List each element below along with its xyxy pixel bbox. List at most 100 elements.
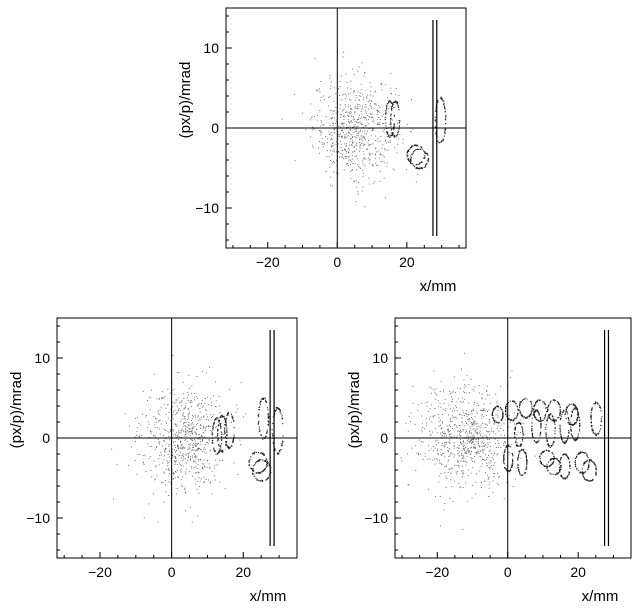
ring-particle-point xyxy=(533,414,535,416)
beam-particle-point xyxy=(493,423,495,425)
beam-particle-point xyxy=(435,443,437,445)
ring-particle-point xyxy=(514,433,516,435)
ring-particle-point xyxy=(217,418,219,420)
beam-particle-point xyxy=(200,478,202,480)
beam-particle-point xyxy=(168,468,169,470)
ring-particle-point xyxy=(517,455,519,457)
beam-particle-point xyxy=(209,468,211,469)
ring-particle-point xyxy=(217,425,219,427)
beam-particle-point xyxy=(188,428,190,429)
beam-particle-point xyxy=(191,385,193,387)
beam-particle-point xyxy=(148,457,150,459)
beam-particle-point xyxy=(451,421,453,422)
beam-particle-point xyxy=(182,414,184,416)
beam-particle-point xyxy=(446,425,448,427)
beam-particle-point xyxy=(500,434,502,436)
ring-particle-point xyxy=(565,453,567,455)
beam-particle-point xyxy=(470,417,472,418)
beam-particle-point xyxy=(333,87,335,89)
ring-particle-point xyxy=(549,472,551,474)
beam-particle-point xyxy=(458,482,460,484)
beam-particle-point xyxy=(459,413,461,415)
beam-particle-point xyxy=(487,457,489,458)
beam-particle-point xyxy=(358,119,360,120)
beam-particle-point xyxy=(497,446,499,448)
ring-particle-point xyxy=(225,445,227,447)
beam-particle-point xyxy=(345,93,346,95)
ring-particle-point xyxy=(584,478,586,480)
ring-particle-point xyxy=(547,405,549,407)
ring-particle-point xyxy=(572,408,574,410)
beam-particle-point xyxy=(178,372,180,374)
beam-particle-point xyxy=(368,177,370,179)
beam-particle-point xyxy=(473,403,475,405)
ring-particle-point xyxy=(281,442,283,444)
beam-particle-point xyxy=(147,443,149,445)
ring-particle-point xyxy=(261,398,263,400)
beam-particle-point xyxy=(472,410,474,411)
ring-particle-point xyxy=(443,100,445,102)
ring-particle-point xyxy=(266,462,268,464)
beam-particle-point xyxy=(475,423,477,425)
beam-particle-point xyxy=(329,77,330,79)
ring-particle-point xyxy=(576,419,578,421)
beam-particle-point xyxy=(437,452,439,454)
beam-particle-point xyxy=(194,443,196,445)
ring-particle-point xyxy=(225,421,227,423)
beam-particle-point xyxy=(350,121,352,122)
beam-particle-point xyxy=(357,91,359,93)
ring-particle-point xyxy=(560,410,562,412)
ring-particle-point xyxy=(434,119,436,121)
ring-particle-point xyxy=(546,419,548,421)
ring-particle-point xyxy=(415,144,417,146)
beam-particle-point xyxy=(486,431,488,433)
ring-particle-point xyxy=(511,466,513,468)
ring-particle-point xyxy=(554,458,556,460)
beam-particle-point xyxy=(203,463,205,465)
beam-particle-point xyxy=(185,405,187,407)
beam-particle-point xyxy=(349,108,351,110)
beam-particle-point xyxy=(170,430,172,432)
beam-particle-point xyxy=(193,399,195,401)
beam-particle-point xyxy=(472,418,473,420)
beam-particle-point xyxy=(365,133,367,134)
beam-particle-point xyxy=(478,439,479,441)
ring-particle-point xyxy=(506,415,508,417)
beam-particle-point xyxy=(358,150,360,152)
beam-particle-point xyxy=(177,447,179,449)
beam-particle-point xyxy=(164,451,166,453)
ring-particle-point xyxy=(267,409,269,411)
beam-particle-point xyxy=(183,458,184,460)
beam-particle-point xyxy=(323,124,325,125)
ring-particle-point xyxy=(394,101,396,103)
beam-particle-point xyxy=(358,181,359,183)
beam-particle-point xyxy=(189,447,191,449)
ring-particle-point xyxy=(521,427,523,429)
beam-particle-point xyxy=(445,443,447,445)
ring-particle-point xyxy=(533,411,535,413)
beam-particle-point xyxy=(200,425,202,426)
ring-particle-point xyxy=(261,480,263,482)
beam-particle-point xyxy=(447,461,449,462)
beam-particle-point xyxy=(215,406,217,408)
beam-particle-point xyxy=(160,406,162,408)
beam-particle-point xyxy=(438,417,440,419)
beam-particle-point xyxy=(201,436,203,437)
beam-particle-point xyxy=(172,401,174,403)
beam-particle-point xyxy=(325,116,327,118)
beam-particle-point xyxy=(187,423,189,425)
beam-particle-point xyxy=(310,103,312,105)
beam-particle-point xyxy=(355,136,357,138)
beam-particle-point xyxy=(200,416,202,418)
beam-particle-point xyxy=(338,126,340,127)
ring-particle-point xyxy=(408,160,410,162)
ring-particle-point xyxy=(551,463,553,465)
beam-particle-point xyxy=(187,459,189,461)
ring-particle-point xyxy=(394,100,396,102)
beam-particle-point xyxy=(454,424,456,425)
ring-particle-point xyxy=(221,451,223,453)
beam-particle-point xyxy=(175,433,176,435)
beam-particle-point xyxy=(354,126,355,128)
beam-particle-point xyxy=(460,442,461,444)
beam-particle-point xyxy=(480,409,482,411)
